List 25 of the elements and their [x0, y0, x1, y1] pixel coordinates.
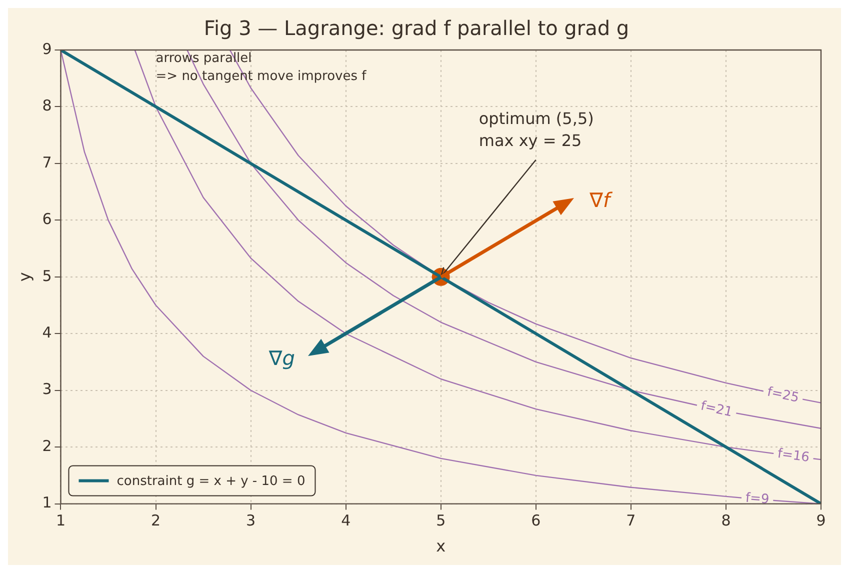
annotation: ∇g — [268, 346, 295, 370]
annotation: ∇f — [588, 188, 614, 212]
y-tick-label: 4 — [42, 324, 52, 342]
y-tick-label: 8 — [42, 96, 52, 115]
x-tick-label: 4 — [341, 512, 351, 530]
legend-label: constraint g = x + y - 10 = 0 — [116, 474, 306, 490]
y-axis-title: y — [14, 272, 34, 282]
x-tick-label: 9 — [816, 512, 826, 530]
y-tick-label: 3 — [42, 380, 52, 398]
y-tick-label: 5 — [42, 266, 52, 285]
x-tick-label: 1 — [56, 512, 66, 530]
x-tick-label: 3 — [246, 512, 256, 530]
y-tick-label: 9 — [42, 40, 52, 58]
x-tick-label: 6 — [531, 512, 541, 530]
annotation: optimum (5,5) max xy = 25 — [478, 109, 594, 150]
y-tick-label: 2 — [42, 436, 52, 455]
x-tick-label: 5 — [436, 512, 446, 530]
x-tick-label: 7 — [626, 512, 636, 530]
x-tick-label: 8 — [721, 512, 731, 530]
y-tick-label: 7 — [42, 153, 52, 172]
x-tick-label: 2 — [151, 512, 161, 530]
chart-title: Fig 3 — Lagrange: grad f parallel to grad g — [204, 16, 630, 40]
x-axis-title: x — [436, 536, 446, 556]
y-tick-label: 1 — [42, 494, 52, 512]
y-tick-label: 6 — [42, 210, 52, 228]
